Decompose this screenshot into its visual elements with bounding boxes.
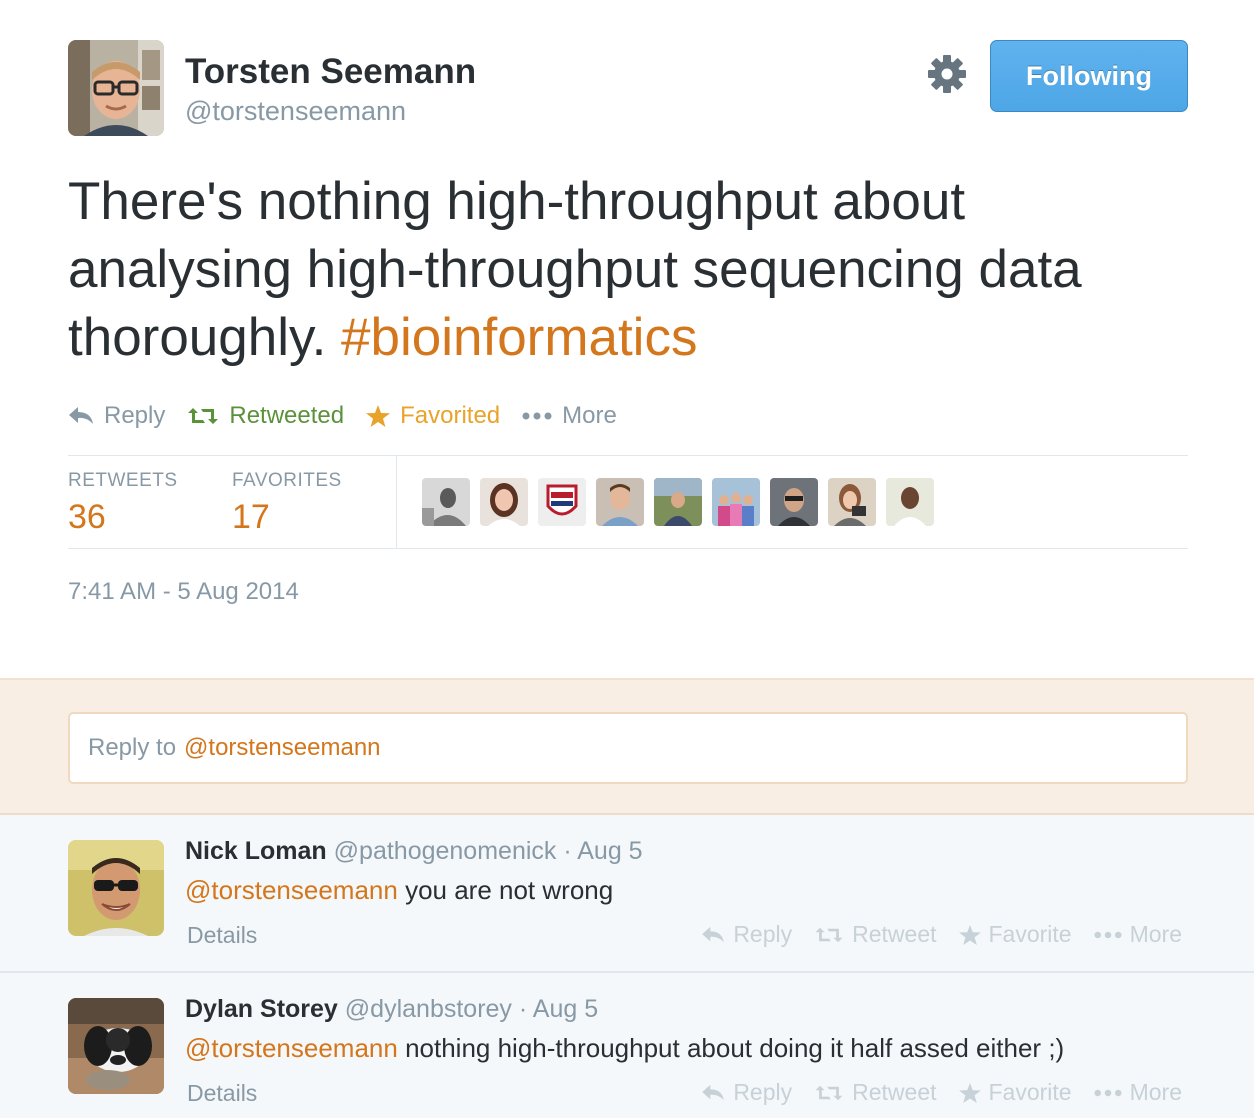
- reply-label: Reply: [733, 921, 793, 947]
- favorites-stat[interactable]: FAVORITES 17: [232, 470, 342, 537]
- retweet-action[interactable]: Retweet: [814, 921, 937, 948]
- reply-time[interactable]: · Aug 5: [563, 837, 643, 865]
- retweet-icon: [815, 1085, 843, 1100]
- tweet-stats: RETWEETS 36 FAVORITES 17: [68, 456, 1188, 548]
- more-action[interactable]: More: [1094, 1079, 1182, 1106]
- tweet-text: There's nothing high-throughput about an…: [68, 168, 1188, 372]
- more-dots-icon: [1094, 931, 1122, 938]
- divider: [68, 548, 1188, 549]
- reply-label: Reply: [104, 402, 166, 429]
- reply-avatar[interactable]: [68, 998, 164, 1094]
- more-action[interactable]: More: [522, 402, 617, 430]
- reply-text-mention[interactable]: @torstenseemann: [185, 875, 398, 905]
- gear-icon[interactable]: [926, 53, 968, 95]
- favorite-label: Favorite: [988, 1079, 1072, 1105]
- reply-text-mention[interactable]: @torstenseemann: [185, 1033, 398, 1063]
- reply-tweet: Dylan Storey @dylanbstorey · Aug 5 @tors…: [0, 973, 1254, 1118]
- reply-icon: [69, 407, 93, 424]
- star-icon: [366, 405, 391, 427]
- favoriter-avatar[interactable]: [828, 478, 876, 526]
- favoriter-avatar[interactable]: [886, 478, 934, 526]
- reply-input[interactable]: Reply to @torstenseemann: [68, 712, 1188, 784]
- reply-action[interactable]: Reply: [701, 1079, 792, 1106]
- reply-time[interactable]: · Aug 5: [518, 995, 599, 1023]
- reply-author-handle[interactable]: @dylanbstorey: [344, 995, 512, 1023]
- retweet-action[interactable]: Retweeted: [187, 402, 344, 430]
- favorite-action[interactable]: Favorited: [366, 402, 500, 430]
- reply-author-handle[interactable]: @pathogenomenick: [333, 837, 557, 865]
- details-link[interactable]: Details: [187, 922, 258, 948]
- retweet-action[interactable]: Retweet: [814, 1079, 937, 1106]
- more-dots-icon: [1094, 1089, 1122, 1096]
- favorite-action[interactable]: Favorite: [958, 1079, 1072, 1106]
- reply-header: Nick Loman @pathogenomenick · Aug 5: [185, 837, 643, 866]
- reply-action[interactable]: Reply: [701, 921, 792, 948]
- favoriter-avatar[interactable]: [654, 478, 702, 526]
- reply-avatar[interactable]: [68, 840, 164, 936]
- reply-icon: [702, 926, 725, 942]
- reply-label: Reply: [733, 1079, 793, 1105]
- favoriter-avatar[interactable]: [422, 478, 470, 526]
- reply-text: @torstenseemann nothing high-throughput …: [185, 1033, 1064, 1064]
- favorited-label: Favorited: [400, 402, 501, 429]
- hashtag-link[interactable]: #bioinformatics: [341, 308, 698, 367]
- reply-actions: Reply Retweet Favorite More: [679, 921, 1182, 948]
- retweet-label: Retweet: [852, 1079, 937, 1105]
- retweet-label: Retweet: [852, 921, 937, 947]
- reply-actions: Reply Retweet Favorite More: [679, 1079, 1182, 1106]
- more-label: More: [1129, 921, 1182, 947]
- reply-composer-area: Reply to @torstenseemann: [0, 678, 1254, 815]
- reply-action[interactable]: Reply: [68, 402, 165, 430]
- favoriter-avatar[interactable]: [596, 478, 644, 526]
- details-link[interactable]: Details: [187, 1080, 258, 1106]
- tweet-body: There's nothing high-throughput about an…: [68, 172, 1082, 367]
- author-handle[interactable]: @torstenseemann: [185, 96, 407, 126]
- retweets-label: RETWEETS: [68, 470, 178, 491]
- divider: [68, 455, 1188, 456]
- reply-text: @torstenseemann you are not wrong: [185, 875, 613, 906]
- reply-author-name[interactable]: Dylan Storey: [185, 995, 338, 1023]
- star-icon: [958, 1082, 981, 1103]
- favoriter-avatars: [422, 478, 944, 526]
- tweet-timestamp[interactable]: 7:41 AM - 5 Aug 2014: [68, 578, 299, 605]
- favoriter-avatar[interactable]: [538, 478, 586, 526]
- retweets-stat[interactable]: RETWEETS 36: [68, 470, 178, 537]
- reply-separator: [0, 971, 1254, 973]
- following-button[interactable]: Following: [990, 40, 1188, 112]
- more-label: More: [1129, 1079, 1182, 1105]
- favorites-count: 17: [232, 498, 270, 536]
- retweet-icon: [188, 408, 219, 424]
- reply-header: Dylan Storey @dylanbstorey · Aug 5: [185, 995, 598, 1024]
- retweeted-label: Retweeted: [229, 402, 345, 429]
- more-action[interactable]: More: [1094, 921, 1182, 948]
- retweet-icon: [815, 927, 843, 942]
- author-name[interactable]: Torsten Seemann: [185, 52, 477, 91]
- retweets-count: 36: [68, 498, 106, 536]
- reply-text-body: you are not wrong: [397, 875, 614, 905]
- star-icon: [958, 924, 981, 945]
- reply-author-name[interactable]: Nick Loman: [185, 837, 327, 865]
- favoriter-avatar[interactable]: [770, 478, 818, 526]
- favorite-action[interactable]: Favorite: [958, 921, 1072, 948]
- reply-tweet: Nick Loman @pathogenomenick · Aug 5 @tor…: [0, 815, 1254, 971]
- author-avatar[interactable]: [68, 40, 164, 136]
- reply-icon: [702, 1084, 725, 1100]
- reply-prefix: Reply to: [88, 734, 177, 761]
- favorites-label: FAVORITES: [232, 470, 342, 491]
- more-label: More: [562, 402, 617, 429]
- reply-text-body: nothing high-throughput about doing it h…: [397, 1033, 1065, 1063]
- favorite-label: Favorite: [988, 921, 1072, 947]
- tweet-actions: Reply Retweeted Favorited More: [68, 398, 639, 434]
- main-tweet: Torsten Seemann @torstenseemann Followin…: [68, 40, 1188, 605]
- reply-mention: @torstenseemann: [184, 734, 381, 761]
- stats-separator: [396, 456, 397, 548]
- more-dots-icon: [522, 412, 552, 420]
- favoriter-avatar[interactable]: [712, 478, 760, 526]
- favoriter-avatar[interactable]: [480, 478, 528, 526]
